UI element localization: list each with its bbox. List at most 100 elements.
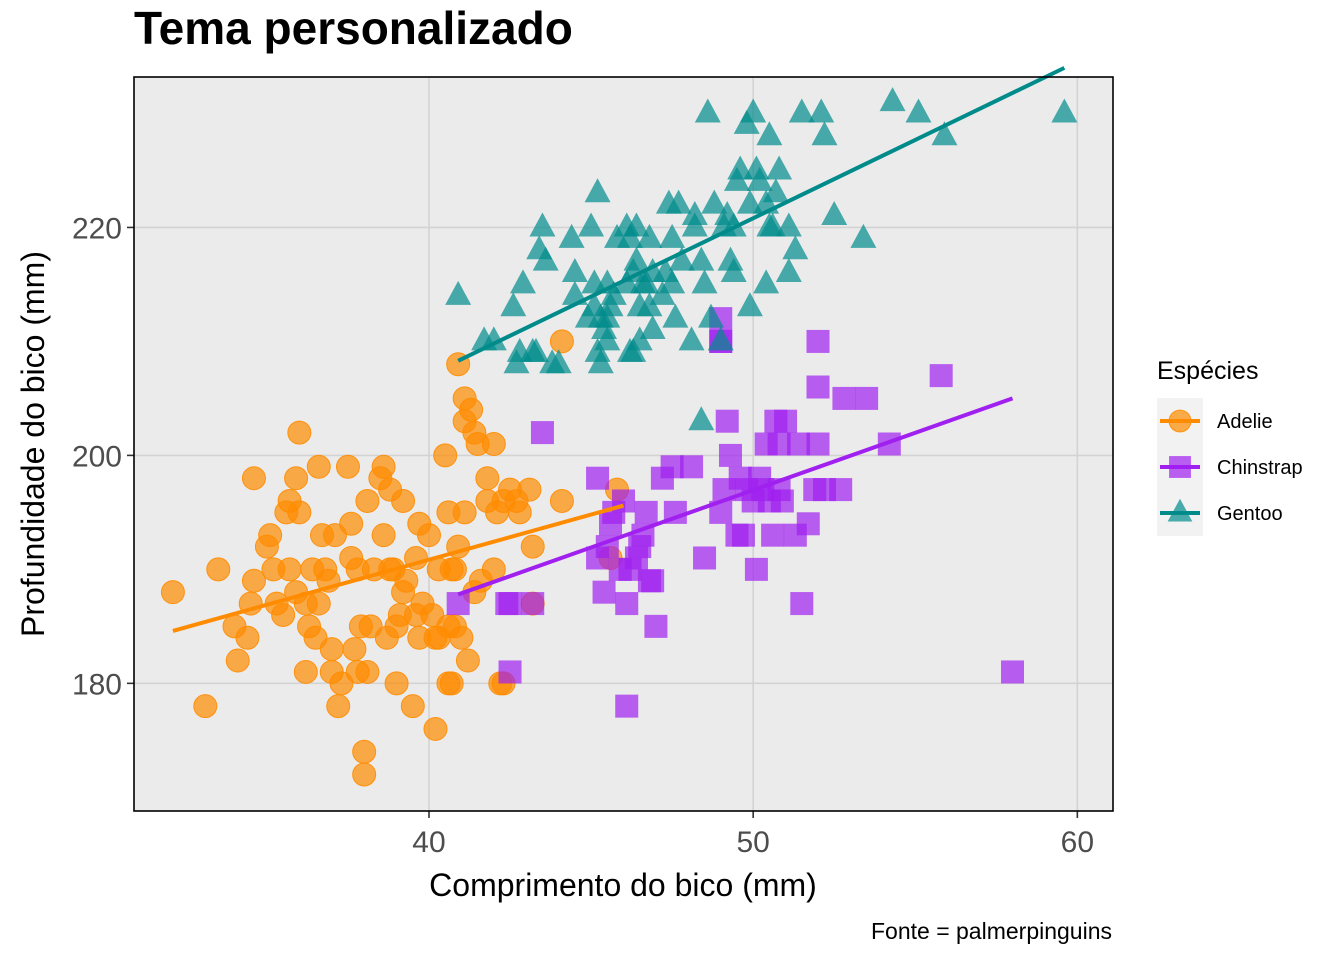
gentoo-point — [587, 349, 614, 374]
gentoo-point — [558, 223, 585, 248]
chinstrap-point — [774, 409, 798, 433]
adelie-point — [481, 432, 506, 456]
chinstrap-point — [634, 500, 658, 524]
adelie-point — [284, 466, 309, 491]
adelie-point — [423, 716, 448, 741]
adelie-point — [352, 739, 377, 764]
gentoo-point — [545, 349, 572, 374]
gentoo-point — [681, 212, 708, 237]
adelie-point — [449, 625, 474, 650]
chinstrap-point — [615, 694, 639, 718]
legend-label-gentoo: Gentoo — [1217, 503, 1283, 525]
gentoo-point — [662, 303, 689, 328]
adelie-point — [355, 488, 380, 513]
adelie-point — [400, 694, 425, 719]
gentoo-point — [597, 292, 624, 317]
chinstrap-point — [744, 557, 768, 581]
gentoo-point — [626, 292, 653, 317]
adelie-point — [475, 466, 500, 491]
chinstrap-point — [615, 592, 639, 616]
gentoo-point — [665, 189, 692, 214]
adelie-point — [549, 488, 574, 513]
adelie-point — [326, 694, 351, 719]
gentoo-point — [691, 269, 718, 294]
gentoo-point — [578, 212, 605, 237]
gentoo-point — [808, 98, 835, 123]
adelie-point — [371, 523, 396, 548]
adelie-point — [306, 591, 331, 616]
chinstrap-point — [806, 329, 830, 353]
chinstrap-legend-marker — [1169, 456, 1191, 478]
chart-caption: Fonte = palmerpinguins — [871, 918, 1112, 944]
chinstrap-point — [530, 421, 554, 445]
adelie-point — [319, 637, 344, 662]
gentoo-point — [775, 212, 802, 237]
adelie-point — [455, 648, 480, 673]
gentoo-legend-marker — [1167, 498, 1193, 522]
chinstrap-point — [446, 592, 470, 616]
adelie-point — [391, 580, 416, 605]
adelie-point — [371, 454, 396, 479]
adelie-point — [517, 477, 542, 502]
gentoo-point — [532, 246, 559, 271]
y-tick-label: 220 — [72, 212, 122, 245]
gentoo-trend-line — [457, 66, 1066, 363]
series-gentoo — [445, 87, 1078, 431]
gentoo-point — [561, 280, 588, 305]
chinstrap-point — [731, 523, 755, 547]
gentoo-point — [510, 269, 536, 294]
chinstrap-point — [498, 660, 522, 684]
trend-lines — [172, 66, 1066, 633]
chinstrap-point — [715, 409, 739, 433]
chinstrap-point — [644, 614, 668, 638]
gentoo-point — [522, 337, 549, 362]
adelie-point — [293, 659, 318, 684]
gentoo-point — [756, 212, 783, 237]
gentoo-point — [775, 258, 802, 283]
gentoo-point — [879, 87, 906, 112]
x-tick-label: 50 — [736, 826, 769, 859]
gentoo-point — [746, 166, 773, 191]
adelie-point — [423, 625, 448, 650]
gentoo-point — [445, 280, 472, 305]
gentoo-point — [720, 258, 747, 283]
chinstrap-point — [1001, 660, 1025, 684]
gentoo-point — [788, 98, 815, 123]
adelie-point — [507, 500, 532, 525]
adelie-point — [378, 477, 403, 502]
gentoo-point — [480, 326, 507, 351]
adelie-point — [459, 397, 484, 422]
adelie-point — [277, 557, 302, 582]
chinstrap-point — [680, 455, 704, 479]
gentoo-point — [623, 212, 650, 237]
chinstrap-point — [855, 386, 879, 410]
series-chinstrap — [446, 307, 1025, 718]
adelie-point — [442, 557, 467, 582]
gentoo-point — [821, 201, 848, 226]
adelie-point — [306, 454, 331, 479]
adelie-point — [342, 637, 367, 662]
legend-label-chinstrap: Chinstrap — [1217, 457, 1303, 479]
gentoo-point — [701, 189, 728, 214]
adelie-point — [225, 648, 250, 673]
adelie-point — [258, 523, 283, 548]
adelie-legend-marker — [1168, 409, 1192, 433]
gentoo-point — [629, 269, 656, 294]
gentoo-point — [500, 292, 527, 317]
gentoo-point — [850, 223, 877, 248]
gentoo-point — [584, 178, 611, 203]
chinstrap-point — [796, 512, 820, 536]
gentoo-point — [561, 258, 588, 283]
chinstrap-point — [586, 466, 610, 490]
gentoo-point — [698, 303, 725, 328]
adelie-point — [475, 488, 500, 513]
gentoo-point — [766, 155, 793, 180]
axis-ticks: 40 50 60 180 200 220 — [72, 212, 1094, 859]
chinstrap-point — [929, 364, 953, 388]
y-axis-title: Profundidade do bico (mm) — [15, 251, 51, 637]
chinstrap-point — [829, 478, 853, 502]
gentoo-point — [626, 326, 653, 351]
adelie-point — [160, 580, 185, 605]
